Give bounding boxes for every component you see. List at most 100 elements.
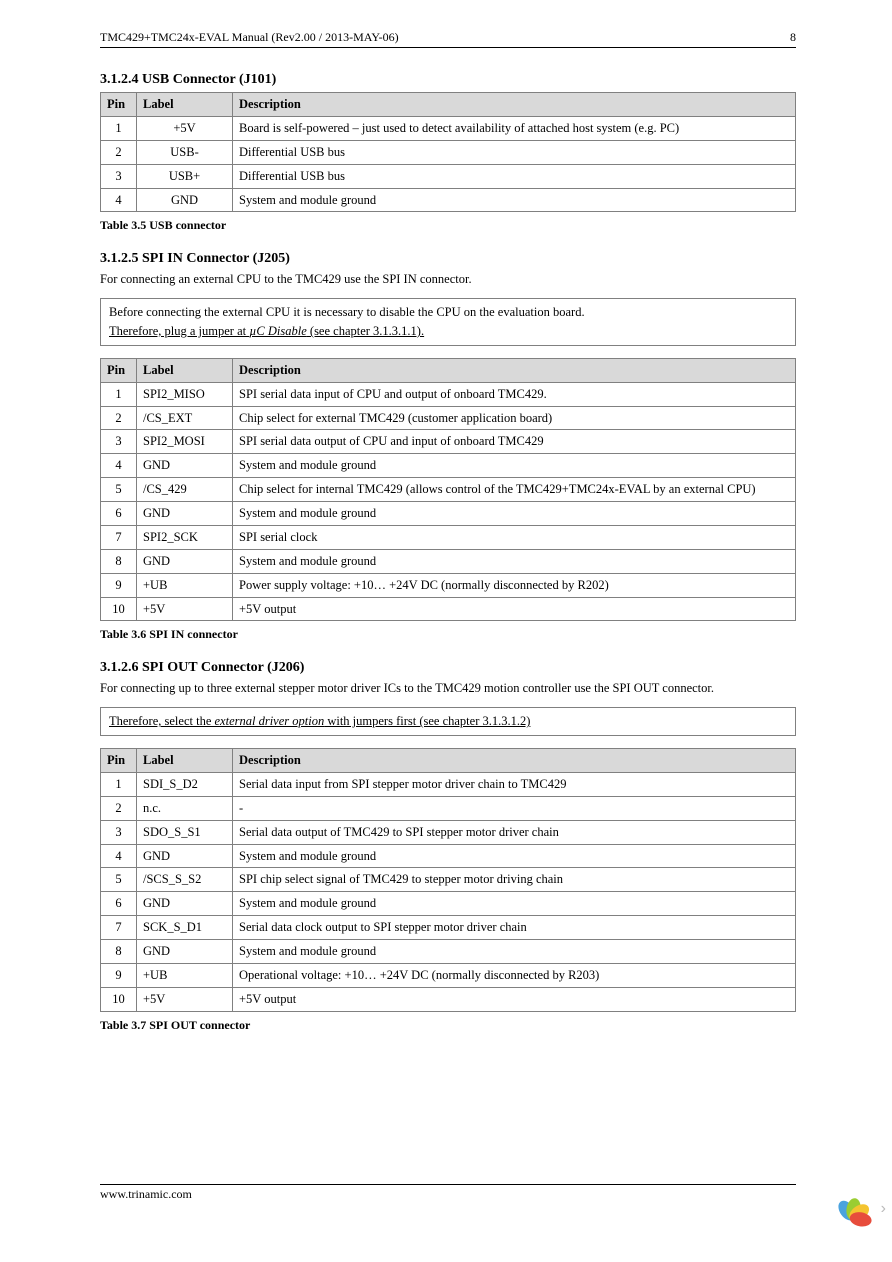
cell-label: GND <box>137 502 233 526</box>
table-row: 4GNDSystem and module ground <box>101 454 796 478</box>
cell-desc: System and module ground <box>233 188 796 212</box>
cell-label: SPI2_MOSI <box>137 430 233 454</box>
cell-desc: SPI serial data output of CPU and input … <box>233 430 796 454</box>
cell-desc: +5V output <box>233 987 796 1011</box>
section-heading-spi-in: 3.1.2.5 SPI IN Connector (J205) <box>100 251 796 267</box>
cell-label: GND <box>137 892 233 916</box>
cell-label: SPI2_SCK <box>137 525 233 549</box>
cell-pin: 2 <box>101 796 137 820</box>
note-pre: Therefore, plug a jumper at <box>109 324 249 338</box>
cell-label: n.c. <box>137 796 233 820</box>
usb-connector-table: Pin Label Description 1+5VBoard is self-… <box>100 92 796 212</box>
cell-label: SCK_S_D1 <box>137 916 233 940</box>
note-post: (see chapter 3.1.3.1.1). <box>307 324 424 338</box>
table-row: 3SDO_S_S1Serial data output of TMC429 to… <box>101 820 796 844</box>
table-row: 1SPI2_MISOSPI serial data input of CPU a… <box>101 382 796 406</box>
table-row: 3USB+Differential USB bus <box>101 164 796 188</box>
cell-pin: 4 <box>101 844 137 868</box>
cell-pin: 1 <box>101 116 137 140</box>
table-row: 10+5V+5V output <box>101 597 796 621</box>
cell-desc: Board is self-powered – just used to det… <box>233 116 796 140</box>
cell-desc: Chip select for external TMC429 (custome… <box>233 406 796 430</box>
cell-pin: 7 <box>101 916 137 940</box>
cell-desc: System and module ground <box>233 892 796 916</box>
table-row: 2n.c.- <box>101 796 796 820</box>
cell-label: SDI_S_D2 <box>137 772 233 796</box>
cell-desc: Differential USB bus <box>233 140 796 164</box>
cell-pin: 10 <box>101 987 137 1011</box>
cell-pin: 6 <box>101 502 137 526</box>
cell-pin: 1 <box>101 772 137 796</box>
spi-out-caption: Table 3.7 SPI OUT connector <box>100 1018 796 1033</box>
section-heading-usb: 3.1.2.4 USB Connector (J101) <box>100 72 796 88</box>
spi-in-rows: 1SPI2_MISOSPI serial data input of CPU a… <box>101 382 796 621</box>
table-row: 9+UBOperational voltage: +10… +24V DC (n… <box>101 963 796 987</box>
spi-in-note: Before connecting the external CPU it is… <box>100 298 796 346</box>
col-pin: Pin <box>101 358 137 382</box>
cell-label: /CS_EXT <box>137 406 233 430</box>
page-footer: www.trinamic.com <box>100 1184 796 1202</box>
cell-desc: System and module ground <box>233 549 796 573</box>
footer-url: www.trinamic.com <box>100 1187 192 1201</box>
table-row: 1+5VBoard is self-powered – just used to… <box>101 116 796 140</box>
cell-label: USB+ <box>137 164 233 188</box>
table-row: 9+UBPower supply voltage: +10… +24V DC (… <box>101 573 796 597</box>
cell-label: /CS_429 <box>137 478 233 502</box>
cell-pin: 5 <box>101 868 137 892</box>
cell-label: USB- <box>137 140 233 164</box>
usb-rows: 1+5VBoard is self-powered – just used to… <box>101 116 796 212</box>
note-line: Therefore, select the external driver op… <box>109 714 530 728</box>
table-row: 3SPI2_MOSISPI serial data output of CPU … <box>101 430 796 454</box>
cell-label: +UB <box>137 963 233 987</box>
cell-label: /SCS_S_S2 <box>137 868 233 892</box>
cell-pin: 6 <box>101 892 137 916</box>
cell-desc: Serial data clock output to SPI stepper … <box>233 916 796 940</box>
col-label: Label <box>137 358 233 382</box>
cell-desc: System and module ground <box>233 454 796 478</box>
section-heading-spi-out: 3.1.2.6 SPI OUT Connector (J206) <box>100 660 796 676</box>
cell-desc: +5V output <box>233 597 796 621</box>
spi-out-table: Pin Label Description 1SDI_S_D2Serial da… <box>100 748 796 1012</box>
table-row: 6GNDSystem and module ground <box>101 892 796 916</box>
cell-desc: System and module ground <box>233 940 796 964</box>
header-title: TMC429+TMC24x-EVAL Manual (Rev2.00 / 201… <box>100 30 399 45</box>
table-row: 2/CS_EXTChip select for external TMC429 … <box>101 406 796 430</box>
cell-desc: SPI serial data input of CPU and output … <box>233 382 796 406</box>
cell-label: GND <box>137 188 233 212</box>
spi-in-caption: Table 3.6 SPI IN connector <box>100 627 796 642</box>
page-number: 8 <box>790 30 796 45</box>
note-line-2: Therefore, plug a jumper at µC Disable (… <box>109 324 424 338</box>
cell-pin: 7 <box>101 525 137 549</box>
cell-desc: SPI serial clock <box>233 525 796 549</box>
table-row: 10+5V+5V output <box>101 987 796 1011</box>
cell-pin: 3 <box>101 164 137 188</box>
spi-in-intro: For connecting an external CPU to the TM… <box>100 271 796 288</box>
cell-label: +5V <box>137 597 233 621</box>
table-row: 8GNDSystem and module ground <box>101 549 796 573</box>
note-em: external driver option <box>215 714 325 728</box>
table-row: 4GNDSystem and module ground <box>101 844 796 868</box>
brand-corner: › <box>835 1192 886 1226</box>
note-em: µC Disable <box>249 324 307 338</box>
cell-desc: Serial data output of TMC429 to SPI step… <box>233 820 796 844</box>
cell-pin: 2 <box>101 140 137 164</box>
note-post: with jumpers first (see chapter 3.1.3.1.… <box>324 714 530 728</box>
table-row: 7SCK_S_D1Serial data clock output to SPI… <box>101 916 796 940</box>
spi-out-intro: For connecting up to three external step… <box>100 680 796 697</box>
cell-desc: System and module ground <box>233 502 796 526</box>
cell-pin: 10 <box>101 597 137 621</box>
col-desc: Description <box>233 358 796 382</box>
table-row: 6GNDSystem and module ground <box>101 502 796 526</box>
col-label: Label <box>137 93 233 117</box>
cell-pin: 8 <box>101 549 137 573</box>
col-pin: Pin <box>101 93 137 117</box>
cell-label: +5V <box>137 116 233 140</box>
table-row: 1SDI_S_D2Serial data input from SPI step… <box>101 772 796 796</box>
usb-caption: Table 3.5 USB connector <box>100 218 796 233</box>
cell-desc: Power supply voltage: +10… +24V DC (norm… <box>233 573 796 597</box>
spi-out-rows: 1SDI_S_D2Serial data input from SPI step… <box>101 772 796 1011</box>
cell-desc: SPI chip select signal of TMC429 to step… <box>233 868 796 892</box>
cell-pin: 1 <box>101 382 137 406</box>
cell-label: GND <box>137 844 233 868</box>
spi-in-table: Pin Label Description 1SPI2_MISOSPI seri… <box>100 358 796 622</box>
